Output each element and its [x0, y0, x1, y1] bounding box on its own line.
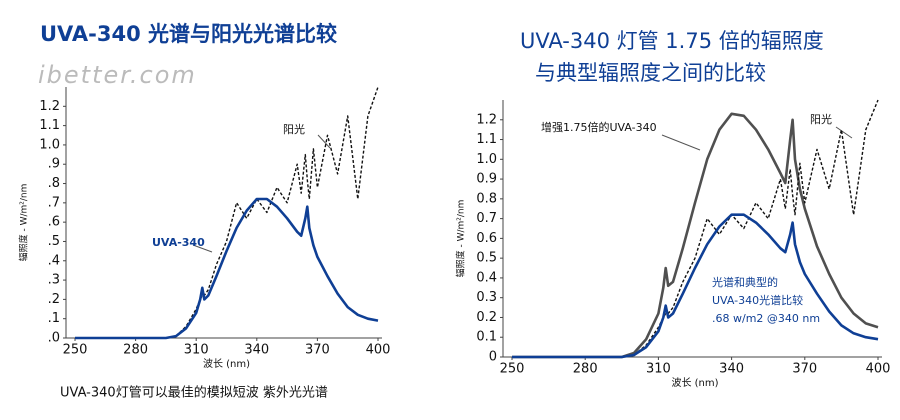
x-tick-label: 340 [244, 343, 269, 358]
y-tick-label: 1.2 [39, 99, 60, 114]
caption: UVA-340灯管可以最佳的模拟短波 紫外光光谱 [60, 385, 328, 401]
y-tick-label: .6 [48, 215, 60, 230]
y-tick-label: 0.3 [476, 290, 497, 305]
y-tick-label: 0.8 [476, 191, 497, 206]
y-tick-label: .2 [48, 292, 60, 307]
chart-title: UVA-340 光谱与阳光光谱比较 [40, 22, 337, 46]
y-axis-label: 辐照度 - W/m²/nm [18, 184, 30, 262]
y-tick-label: 1.1 [39, 118, 60, 133]
y-tick-label: 1.0 [39, 137, 60, 152]
watermark: ibetter.com [38, 61, 197, 89]
y-tick-label: 0.7 [476, 211, 497, 226]
x-tick-label: 310 [184, 343, 209, 358]
x-tick-label: 250 [63, 343, 88, 358]
pointer [661, 134, 701, 151]
chart-subtitle: 与典型辐照度之间的比较 [535, 61, 766, 85]
x-tick-label: 310 [646, 362, 671, 377]
annotation: UVA-340光谱比较 [712, 293, 803, 307]
y-tick-label: .9 [48, 157, 60, 172]
y-tick-label: .5 [48, 234, 60, 249]
y-tick-label: 1.2 [476, 112, 497, 127]
y-tick-label: 0.6 [476, 231, 497, 246]
y-tick-label: 0.4 [476, 270, 497, 285]
series-line [512, 213, 879, 359]
y-tick-label: .0 [48, 331, 60, 346]
pointer [317, 134, 331, 149]
x-tick-label: 280 [573, 362, 598, 377]
chart-title: UVA-340 灯管 1.75 倍的辐照度 [520, 29, 824, 53]
annotation: 光谱和典型的 [712, 275, 778, 289]
series-line [512, 112, 879, 359]
x-axis-label: 波长 (nm) [203, 357, 250, 370]
y-tick-label: 1.1 [476, 132, 497, 147]
x-tick-label: 370 [792, 362, 817, 377]
y-tick-label: 0.1 [476, 330, 497, 345]
annotation: 阳光 [810, 112, 832, 126]
y-tick-label: 0 [489, 350, 497, 365]
x-axis-label: 波长 (nm) [671, 376, 718, 389]
series-line [175, 86, 379, 337]
x-tick-label: 340 [719, 362, 744, 377]
y-tick-label: .7 [48, 195, 60, 210]
pointer [835, 126, 853, 139]
y-tick-label: .4 [48, 253, 60, 268]
y-axis-label: 辐照度 - W/m²/nm [455, 200, 467, 278]
series-line [633, 99, 879, 356]
y-tick-label: .3 [48, 273, 60, 288]
annotation: UVA-340 [152, 236, 205, 249]
x-tick-label: 400 [366, 343, 391, 358]
pointer [192, 244, 213, 253]
series-line [75, 197, 379, 340]
x-tick-label: 400 [866, 362, 891, 377]
y-tick-label: 0.9 [476, 172, 497, 187]
x-tick-label: 250 [500, 362, 525, 377]
annotation: .68 w/m2 @340 nm [712, 312, 820, 325]
y-tick-label: .8 [48, 176, 60, 191]
annotation: 增强1.75倍的UVA-340 [541, 120, 657, 134]
annotation: 阳光 [283, 122, 305, 136]
y-tick-label: .1 [48, 311, 60, 326]
y-tick-label: 0.5 [476, 251, 497, 266]
y-tick-label: 1.0 [476, 152, 497, 167]
y-tick-label: 0.2 [476, 310, 497, 325]
x-tick-label: 370 [305, 343, 330, 358]
x-tick-label: 280 [123, 343, 148, 358]
